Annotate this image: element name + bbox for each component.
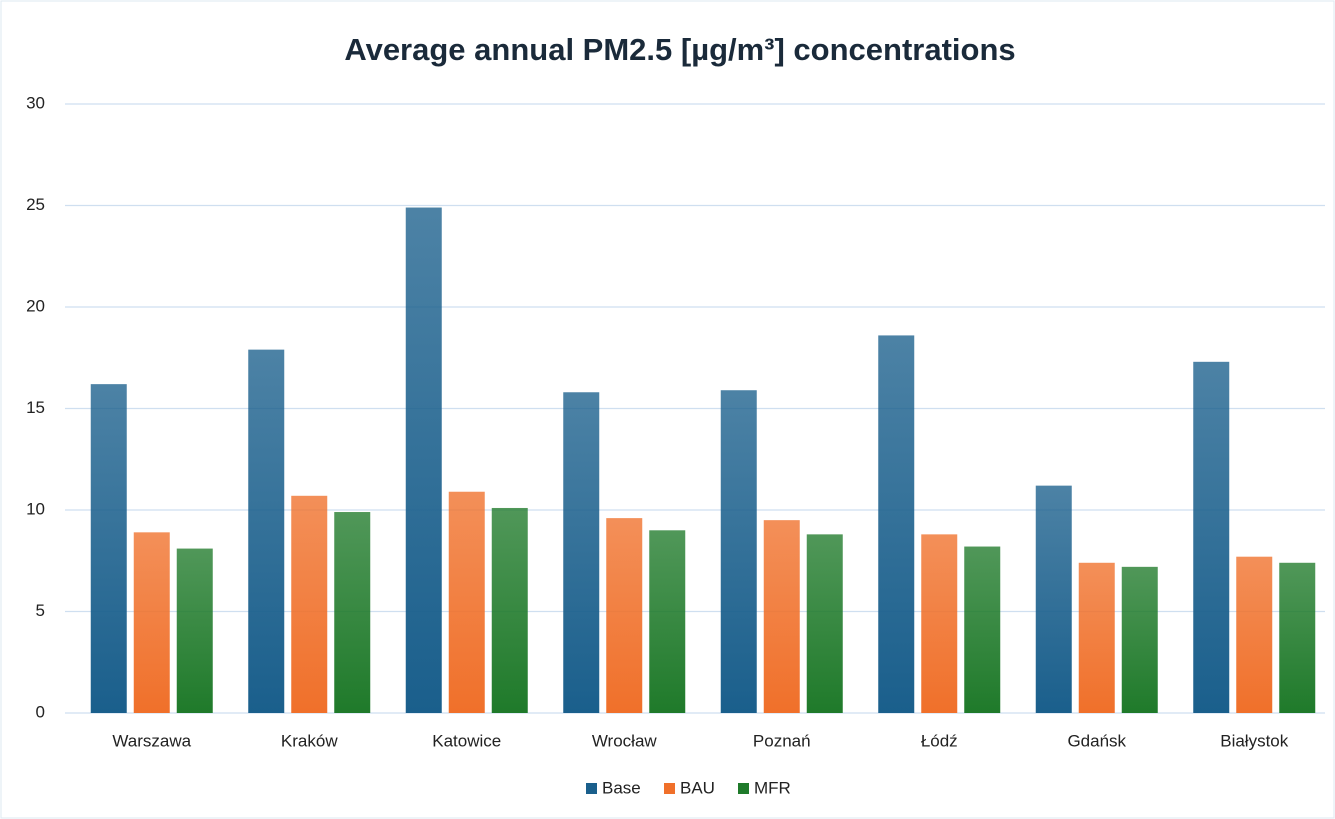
bar <box>1078 562 1115 713</box>
bar <box>606 518 643 713</box>
legend-swatch <box>586 783 597 794</box>
bar <box>291 495 328 713</box>
legend-swatch <box>664 783 675 794</box>
bar <box>964 546 1001 713</box>
legend-label: Base <box>602 778 641 797</box>
x-tick-label: Wrocław <box>592 731 658 750</box>
y-tick-label: 15 <box>26 398 45 417</box>
y-tick-label: 20 <box>26 296 45 315</box>
bar <box>1121 566 1158 713</box>
bar <box>405 207 442 713</box>
x-tick-label: Kraków <box>281 731 338 750</box>
bar <box>563 392 600 713</box>
x-tick-label: Łódź <box>921 731 958 750</box>
x-tick-label: Katowice <box>432 731 501 750</box>
y-tick-label: 25 <box>26 195 45 214</box>
bar <box>1236 556 1273 713</box>
x-tick-label: Białystok <box>1220 731 1289 750</box>
bar <box>649 530 686 713</box>
bar <box>133 532 170 713</box>
legend-label: MFR <box>754 778 791 797</box>
y-tick-label: 5 <box>36 601 45 620</box>
bar <box>1279 562 1316 713</box>
legend-swatch <box>738 783 749 794</box>
bar <box>1035 485 1072 713</box>
chart-title: Average annual PM2.5 [µg/m³] concentrati… <box>344 32 1015 67</box>
x-tick-label: Gdańsk <box>1067 731 1126 750</box>
bar <box>878 335 915 713</box>
bar <box>248 349 285 713</box>
bar <box>763 520 800 713</box>
x-tick-label: Poznań <box>753 731 811 750</box>
y-tick-label: 10 <box>26 499 45 518</box>
legend-label: BAU <box>680 778 715 797</box>
bar <box>176 548 213 713</box>
bar <box>90 384 127 713</box>
bar <box>720 390 757 713</box>
bar <box>1193 361 1230 713</box>
bar <box>448 491 485 713</box>
bar <box>921 534 958 713</box>
y-tick-label: 0 <box>36 702 45 721</box>
bar <box>491 507 528 713</box>
x-tick-label: Warszawa <box>112 731 191 750</box>
bar <box>334 512 371 713</box>
y-tick-label: 30 <box>26 93 45 112</box>
bar <box>806 534 843 713</box>
